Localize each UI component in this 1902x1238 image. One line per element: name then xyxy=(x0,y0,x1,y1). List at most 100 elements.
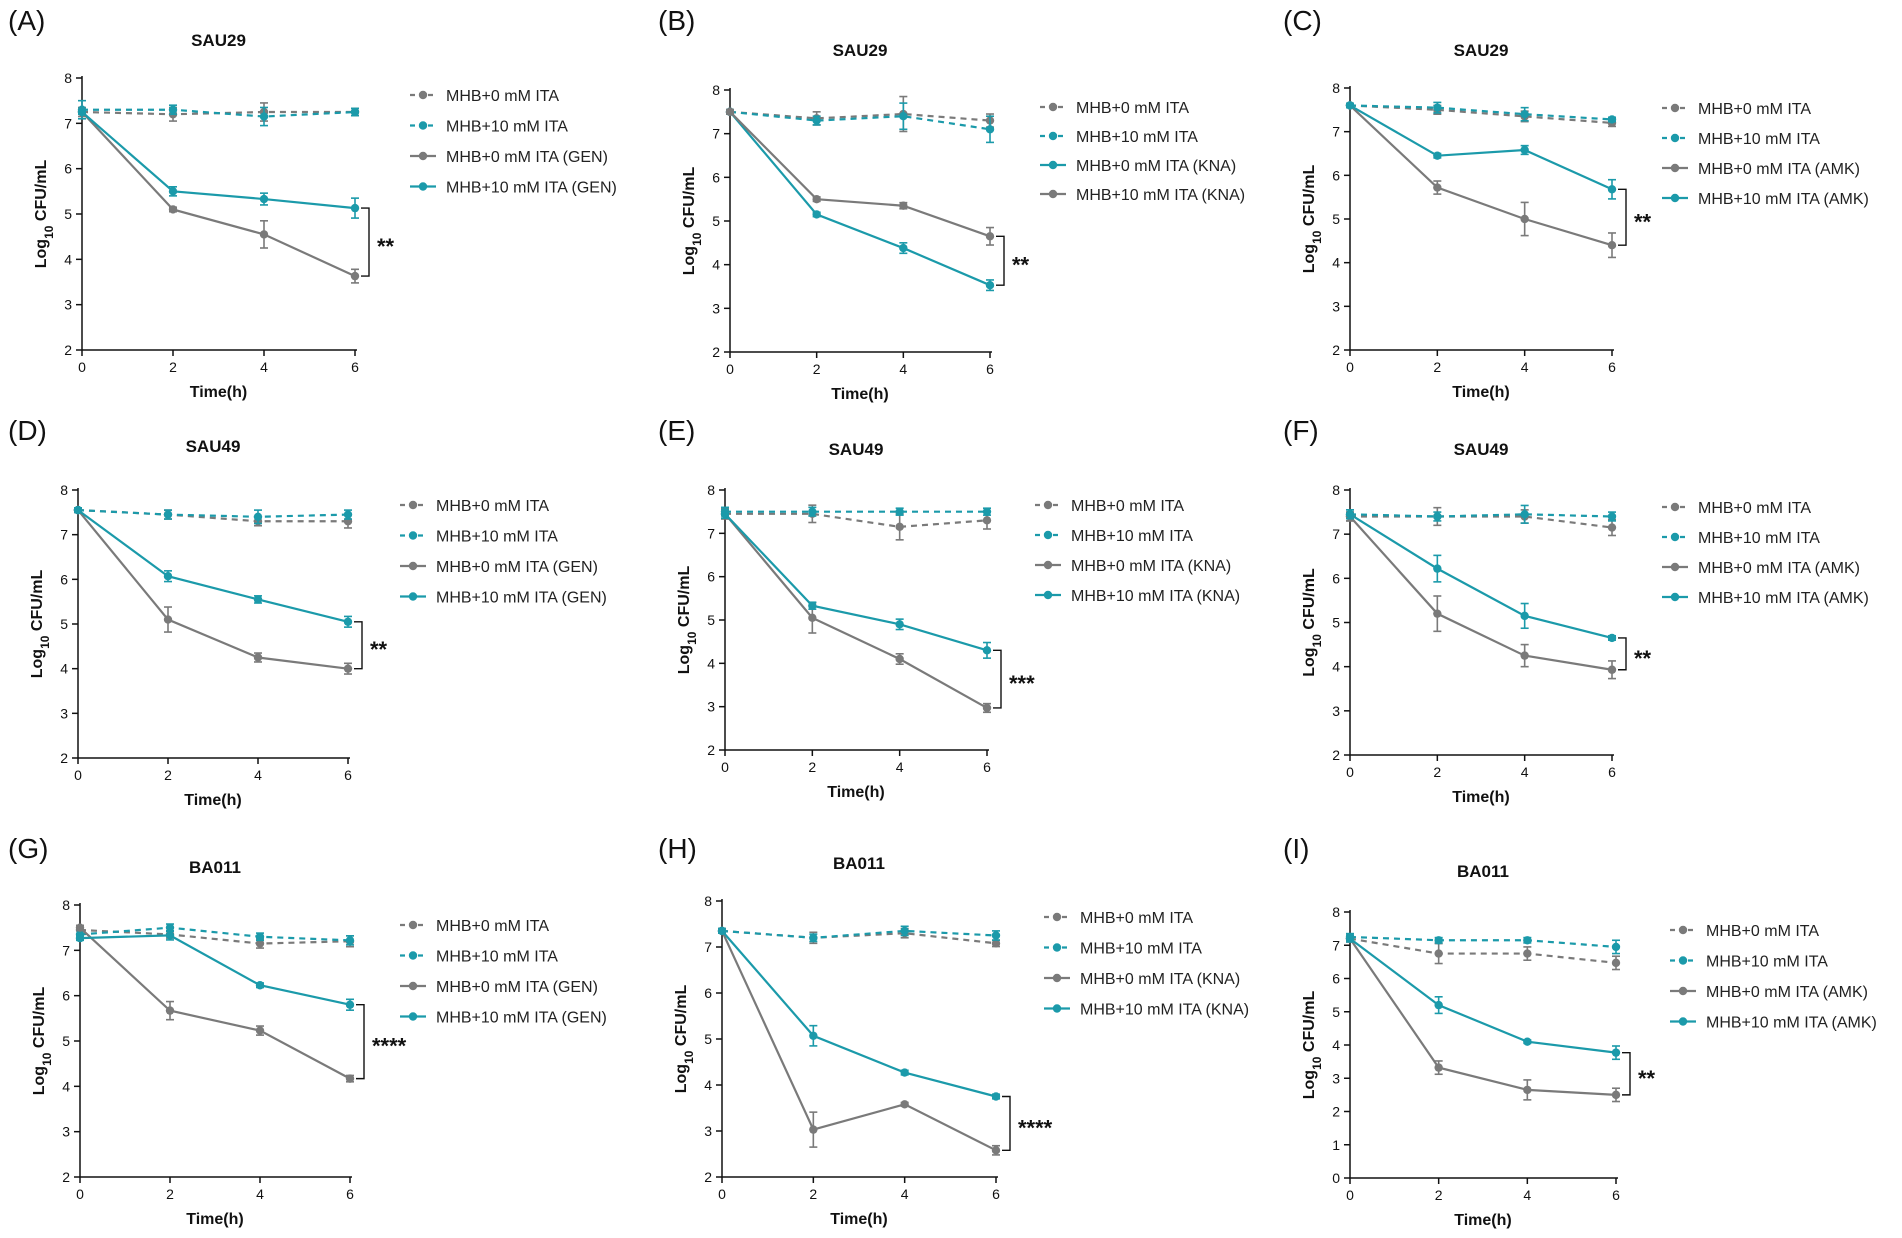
legend-marker xyxy=(418,90,428,100)
y-axis-label: Log10 CFU/mL xyxy=(29,570,52,679)
data-point xyxy=(165,931,175,940)
data-point xyxy=(812,210,821,219)
legend: MHB+0 mM ITA MHB+10 mM ITA MHB+0 mM ITA (A… xyxy=(1670,923,1877,1032)
significance-label: ** xyxy=(1638,1066,1656,1091)
x-tick-label: 0 xyxy=(76,1186,84,1202)
data-point xyxy=(985,125,995,134)
legend-marker xyxy=(1670,163,1680,173)
series-3 xyxy=(720,508,992,659)
y-label-unit: CFU/mL xyxy=(1301,991,1318,1057)
data-point xyxy=(1433,103,1442,112)
series-2 xyxy=(717,926,1001,1156)
y-tick-label: 8 xyxy=(1332,80,1340,96)
series-1 xyxy=(1345,932,1621,955)
legend-marker xyxy=(1048,102,1058,112)
series-line xyxy=(77,509,349,518)
series-line xyxy=(82,108,356,118)
data-point xyxy=(900,1068,909,1077)
data-point xyxy=(982,516,992,525)
y-tick-label: 3 xyxy=(704,1123,712,1139)
x-axis-label: Time(h) xyxy=(186,1211,243,1228)
legend-entry: MHB+10 mM ITA (GEN) xyxy=(436,1010,607,1027)
legend: MHB+0 mM ITA MHB+10 mM ITA MHB+0 mM ITA (K… xyxy=(1044,910,1249,1019)
series-1 xyxy=(1345,101,1617,124)
x-tick-label: 0 xyxy=(726,361,734,377)
legend-marker xyxy=(408,920,418,930)
data-point xyxy=(991,1146,1001,1155)
legend-entry: MHB+0 mM ITA (GEN) xyxy=(436,979,598,996)
chart-title: SAU49 xyxy=(186,437,241,456)
y-tick-label: 5 xyxy=(62,1033,70,1049)
series-3 xyxy=(73,505,353,628)
legend-entry: MHB+0 mM ITA xyxy=(1076,100,1189,117)
data-point xyxy=(1433,183,1442,192)
data-point xyxy=(895,620,904,629)
series-0 xyxy=(720,504,992,541)
data-point xyxy=(1607,512,1617,521)
series-0 xyxy=(73,505,353,529)
y-tick-label: 5 xyxy=(712,213,720,229)
legend-marker xyxy=(408,981,418,991)
significance-label: **** xyxy=(1018,1115,1053,1140)
y-label-unit: CFU/mL xyxy=(681,167,698,233)
y-label-unit: CFU/mL xyxy=(1301,165,1318,231)
series-0 xyxy=(77,102,360,122)
y-tick-label: 4 xyxy=(1332,659,1340,675)
y-tick-label: 8 xyxy=(60,482,68,498)
y-label-log: Log xyxy=(1301,244,1318,273)
legend-marker xyxy=(1048,160,1058,170)
x-axis-label: Time(h) xyxy=(827,784,884,801)
x-tick-label: 4 xyxy=(899,361,907,377)
series-line xyxy=(81,111,356,278)
series-line xyxy=(1349,104,1613,191)
data-point xyxy=(1520,651,1529,660)
significance-bracket xyxy=(996,235,1005,286)
y-tick-label: 6 xyxy=(62,988,70,1004)
x-tick-label: 6 xyxy=(351,359,359,375)
series-2 xyxy=(720,508,992,714)
y-tick-label: 4 xyxy=(62,1078,70,1094)
significance-label: ** xyxy=(377,234,395,259)
x-tick-label: 6 xyxy=(346,1186,354,1202)
y-tick-label: 3 xyxy=(1332,298,1340,314)
significance-bracket xyxy=(993,649,1002,709)
data-point xyxy=(1433,609,1442,618)
data-point xyxy=(991,1092,1001,1101)
series-0 xyxy=(725,95,995,133)
legend-entry: MHB+10 mM ITA (GEN) xyxy=(436,590,607,607)
x-tick-label: 2 xyxy=(809,1186,817,1202)
legend-entry: MHB+0 mM ITA xyxy=(446,88,559,105)
data-point xyxy=(895,522,904,532)
data-point xyxy=(1611,958,1621,968)
y-label-sub: 10 xyxy=(1310,1056,1324,1070)
series-line xyxy=(79,926,351,942)
significance-bracket xyxy=(1618,637,1627,671)
series-2 xyxy=(73,505,353,675)
y-tick-label: 5 xyxy=(1332,211,1340,227)
data-point xyxy=(985,232,995,241)
y-tick-label: 7 xyxy=(62,942,70,958)
data-point xyxy=(808,601,817,610)
chart-title: SAU49 xyxy=(829,440,884,459)
data-point xyxy=(1345,101,1355,110)
series-line xyxy=(1349,937,1617,1054)
series-3 xyxy=(1345,934,1621,1061)
data-point xyxy=(812,116,821,125)
legend-marker xyxy=(1670,562,1680,572)
legend-entry: MHB+0 mM ITA (KNA) xyxy=(1076,158,1236,175)
significance-bracket xyxy=(1622,1051,1631,1096)
series-line xyxy=(721,930,997,1152)
legend-entry: MHB+10 mM ITA xyxy=(1698,131,1820,148)
data-point xyxy=(255,939,265,948)
x-tick-label: 6 xyxy=(992,1186,1000,1202)
x-tick-label: 0 xyxy=(78,359,86,375)
y-label-log: Log xyxy=(1301,1070,1318,1099)
y-tick-label: 8 xyxy=(707,482,715,498)
x-axis-label: Time(h) xyxy=(184,792,241,809)
y-label-sub: 10 xyxy=(690,232,704,246)
y-label-unit: CFU/mL xyxy=(33,160,50,226)
